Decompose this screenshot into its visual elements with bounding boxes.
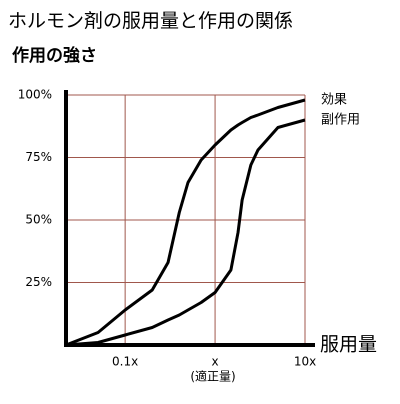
line xyxy=(65,118,306,347)
x-axis-label: 服用量 xyxy=(320,334,377,356)
y-axis-label: 作用の強さ xyxy=(12,45,97,66)
y-tick-label: 75% xyxy=(25,150,52,164)
y-tick-label: 25% xyxy=(25,275,52,289)
y-tick-label: 50% xyxy=(25,213,52,227)
line xyxy=(65,98,306,347)
x-annotation: (適正量) xyxy=(190,369,235,384)
series-label: 副作用 xyxy=(321,113,360,128)
series-label: 効果 xyxy=(321,93,347,108)
chart-title: ホルモン剤の服用量と作用の関係 xyxy=(8,10,293,32)
x-tick-label: x xyxy=(212,355,219,369)
x-tick-label: 0.1x xyxy=(112,355,138,369)
x-tick-label: 10x xyxy=(294,355,316,369)
y-tick-label: 100% xyxy=(18,88,52,102)
